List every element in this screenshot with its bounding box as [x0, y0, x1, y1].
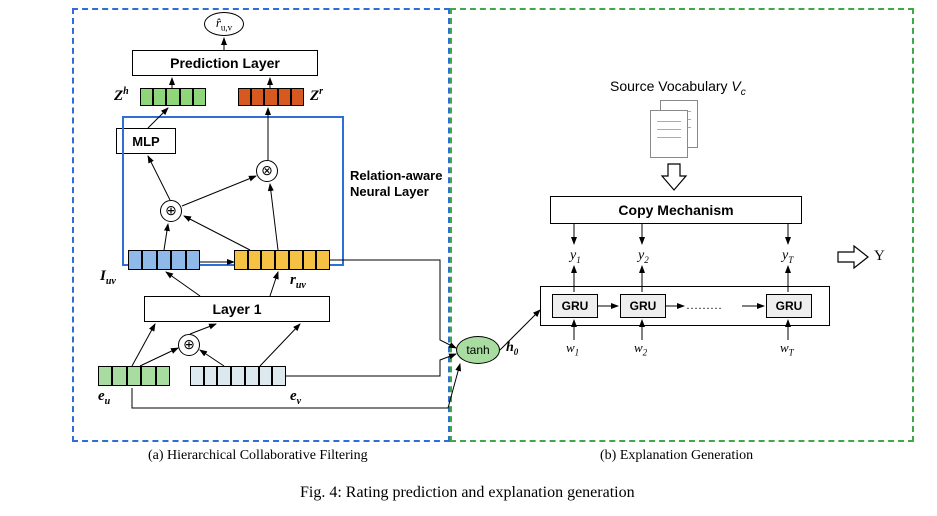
ruv-label: ruv	[290, 272, 306, 291]
relation-aware-label-2: Neural Layer	[350, 184, 429, 199]
y1-label: y1	[570, 248, 581, 265]
eu-label: eu	[98, 388, 110, 407]
yT-label: yT	[782, 248, 793, 265]
zr-cells	[238, 88, 304, 106]
relation-aware-outline	[122, 116, 344, 266]
relation-aware-label-1: Relation-aware	[350, 168, 442, 183]
layer1-box: Layer 1	[144, 296, 330, 322]
gru-dots: ………	[686, 298, 722, 313]
zr-label: Zr	[310, 86, 323, 105]
y-out-arrow-icon	[836, 244, 870, 270]
plus-op-upper: ⊕	[160, 200, 182, 222]
tanh-oval: tanh	[456, 336, 500, 364]
plus-op-lower: ⊕	[178, 334, 200, 356]
panel-b	[450, 8, 914, 442]
zh-label: Zh	[114, 86, 129, 105]
gru-1: GRU	[552, 294, 598, 318]
ev-cells	[190, 366, 286, 386]
eu-cells	[98, 366, 170, 386]
gru-T: GRU	[766, 294, 812, 318]
w2-label: w2	[634, 340, 647, 358]
zh-cells	[140, 88, 206, 106]
r-hat-oval: r̂u,v	[204, 12, 244, 36]
figure-caption: Fig. 4: Rating prediction and explanatio…	[300, 484, 635, 502]
iuv-cells	[128, 250, 200, 270]
h0-label: h0	[506, 340, 518, 357]
copy-mechanism-box: Copy Mechanism	[550, 196, 802, 224]
gru-2: GRU	[620, 294, 666, 318]
ev-label: ev	[290, 388, 301, 407]
w1-label: w1	[566, 340, 579, 358]
wT-label: wT	[780, 340, 794, 358]
r-hat-label: r̂u,v	[216, 15, 232, 33]
y2-label: y2	[638, 248, 649, 265]
docs-icon	[650, 100, 710, 160]
iuv-label: Iuv	[100, 268, 116, 287]
prediction-layer-box: Prediction Layer	[132, 50, 318, 76]
Y-label: Y	[874, 248, 885, 265]
source-vocab-label: Source Vocabulary Vc	[610, 78, 746, 98]
panel-b-caption: (b) Explanation Generation	[600, 448, 753, 464]
panel-a-caption: (a) Hierarchical Collaborative Filtering	[148, 448, 368, 464]
multiply-op: ⊗	[256, 160, 278, 182]
big-down-arrow-icon	[660, 162, 688, 192]
ruv-cells	[234, 250, 330, 270]
